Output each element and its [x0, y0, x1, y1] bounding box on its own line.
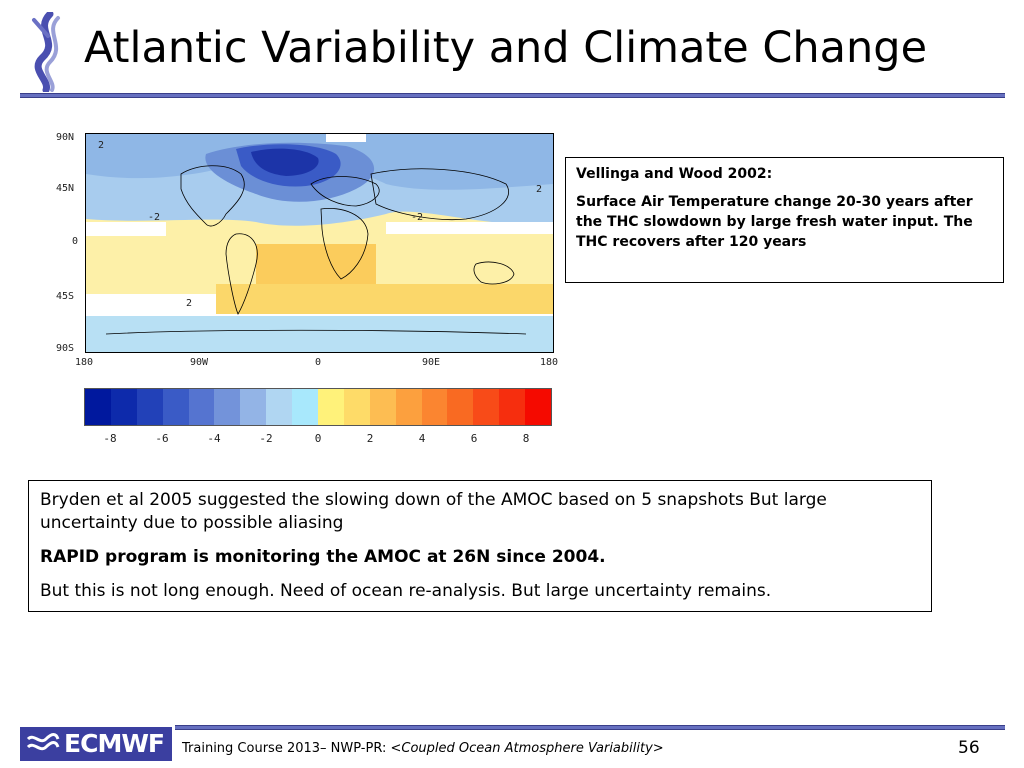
ecmwf-logo-text: ECMWF — [64, 729, 165, 758]
lat-label-90n: 90N — [56, 132, 75, 143]
top-divider — [20, 93, 1005, 98]
lat-label-90s: 90S — [56, 343, 75, 354]
colorbar-swatch — [421, 389, 448, 425]
lon-label-180w: 180 — [75, 357, 94, 368]
lat-label-0: 0 — [72, 236, 79, 247]
colorbar-swatch — [214, 389, 241, 425]
colorbar-tick-label: 2 — [366, 432, 374, 445]
colorbar-tick-label: -2 — [259, 432, 273, 445]
colorbar-tick-label: 6 — [470, 432, 478, 445]
lon-label-180e: 180 — [540, 357, 559, 368]
colorbar-tick-label: 0 — [314, 432, 322, 445]
colorbar-tick-label: 4 — [418, 432, 426, 445]
colorbar-tick-label: 8 — [522, 432, 530, 445]
colorbar-swatch — [395, 389, 422, 425]
lon-label-90e: 90E — [422, 357, 441, 368]
colorbar — [84, 388, 552, 426]
temperature-change-map: 90N 45N 0 45S 90S — [50, 128, 570, 378]
footer-caption: Training Course 2013– NWP-PR: <Coupled O… — [182, 741, 664, 756]
contour-label: 2 — [98, 140, 104, 151]
colorbar-swatch — [240, 389, 267, 425]
colorbar-swatch — [162, 389, 189, 425]
colorbar-swatch — [136, 389, 163, 425]
footer-suffix: > — [652, 741, 664, 756]
colorbar-swatch — [473, 389, 500, 425]
amoc-textbox: Bryden et al 2005 suggested the slowing … — [28, 480, 932, 612]
page-number: 56 — [958, 738, 980, 758]
lon-label-90w: 90W — [190, 357, 209, 368]
contour-label: 2 — [186, 298, 192, 309]
contour-label: 2 — [536, 184, 542, 195]
colorbar-swatch — [499, 389, 526, 425]
map-field-svg: 2 2 -2 -2 2 — [86, 134, 553, 352]
colorbar-tick-label: -6 — [155, 432, 169, 445]
colorbar-swatch — [292, 389, 319, 425]
lat-label-45s: 45S — [56, 291, 75, 302]
map-plot-area: 2 2 -2 -2 2 — [85, 133, 554, 353]
footer-prefix: Training Course 2013– NWP-PR: < — [182, 741, 402, 756]
colorbar-swatch — [525, 389, 552, 425]
colorbar-swatch — [318, 389, 344, 425]
ecmwf-logo: ECMWF — [20, 727, 172, 761]
box2-para2: RAPID program is monitoring the AMOC at … — [40, 547, 606, 567]
box2-para1: Bryden et al 2005 suggested the slowing … — [40, 490, 827, 533]
colorbar-tick-label: -8 — [103, 432, 117, 445]
colorbar-swatch — [343, 389, 370, 425]
footer-topic: Coupled Ocean Atmosphere Variability — [401, 741, 653, 756]
colorbar-swatch — [85, 389, 111, 425]
contour-label: -2 — [411, 212, 423, 223]
bottom-divider — [175, 725, 1005, 730]
vellinga-wood-textbox: Vellinga and Wood 2002: Surface Air Temp… — [565, 157, 1004, 283]
contour-label: -2 — [148, 212, 160, 223]
box2-para3: But this is not long enough. Need of oce… — [40, 581, 772, 601]
colorbar-swatch — [266, 389, 293, 425]
colorbar-swatch — [110, 389, 137, 425]
box1-heading: Vellinga and Wood 2002: — [576, 166, 773, 182]
colorbar-tick-label: -4 — [207, 432, 221, 445]
colorbar-swatch — [447, 389, 474, 425]
colorbar-swatch — [188, 389, 215, 425]
slide-title: Atlantic Variability and Climate Change — [84, 23, 928, 73]
ecmwf-waves-icon — [26, 733, 60, 751]
lat-label-45n: 45N — [56, 183, 75, 194]
lon-label-0: 0 — [315, 357, 322, 368]
colorbar-swatch — [369, 389, 396, 425]
ecmwf-swirl-logo-icon — [32, 12, 60, 92]
box1-text: Surface Air Temperature change 20-30 yea… — [576, 194, 973, 250]
